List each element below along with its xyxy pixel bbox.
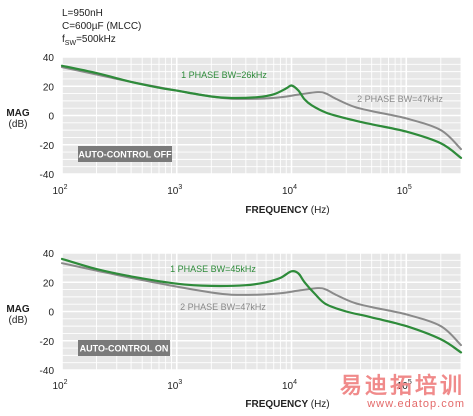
y-tick-label: 40: [43, 249, 55, 260]
y-tick-label: -40: [40, 366, 55, 377]
y-tick-label: 20: [43, 278, 55, 289]
x-tick-label: 102: [52, 379, 67, 392]
series-label-2-phase: 2 PHASE BW=47kHz: [357, 94, 443, 104]
y-tick-label: -20: [40, 141, 55, 152]
switching-frequency-label: fSW=500kHz: [62, 34, 116, 47]
y-tick-label: 40: [43, 53, 55, 64]
control-mode-badge: [78, 340, 170, 356]
x-tick-label: 105: [397, 184, 412, 197]
y-tick-label: 20: [43, 82, 55, 93]
y-axis-unit: (dB): [9, 119, 28, 130]
circuit-parameters: L=950nH C=600µF (MLCC) fSW=500kHz: [62, 7, 141, 50]
x-tick-label: 103: [167, 184, 182, 197]
x-tick-label: 105: [397, 379, 412, 392]
y-tick-label: -20: [40, 337, 55, 348]
watermark-text: 易迪拓培训: [339, 373, 465, 398]
series-line-1-phase: [60, 257, 463, 354]
y-axis-title: MAG: [6, 108, 30, 119]
capacitance-label: C=600µF (MLCC): [62, 21, 142, 32]
chart-panel-1: 40 20 0 -20 -40 102 103 104 105 FREQUENCY (Hz) MAG…: [6, 53, 463, 216]
watermark-url: www.edatop.com: [367, 398, 465, 410]
control-mode-label: AUTO-CONTROL ON: [80, 344, 169, 354]
x-axis-title: FREQUENCY (Hz): [245, 205, 329, 216]
series-line-2-phase: [61, 262, 462, 347]
series-label-1-phase: 1 PHASE BW=26kHz: [181, 70, 267, 80]
series-line-1-phase: [60, 64, 463, 159]
control-mode-label: AUTO-CONTROL OFF: [78, 150, 172, 160]
x-tick-label: 103: [167, 379, 182, 392]
y-tick-label: -40: [40, 170, 55, 181]
y-axis-title: MAG: [6, 304, 30, 315]
y-tick-label: 0: [48, 112, 54, 123]
inductance-label: L=950nH: [62, 8, 103, 19]
x-axis-title: FREQUENCY (Hz): [245, 399, 329, 410]
watermark: 易迪拓培训 www.edatop.com: [339, 373, 465, 411]
x-tick-label: 104: [282, 184, 297, 197]
x-tick-label: 102: [52, 184, 67, 197]
x-tick-label: 104: [282, 379, 297, 392]
control-mode-badge: [78, 146, 172, 162]
series-label-1-phase: 1 PHASE BW=45kHz: [170, 264, 256, 274]
y-axis-unit: (dB): [9, 315, 28, 326]
y-tick-label: 0: [48, 308, 54, 319]
series-label-2-phase: 2 PHASE BW=47kHz: [180, 302, 266, 312]
chart-panel-2: 40 20 0 -20 -40 102 103 104 105 FREQUENCY (Hz) MAG…: [6, 249, 463, 410]
